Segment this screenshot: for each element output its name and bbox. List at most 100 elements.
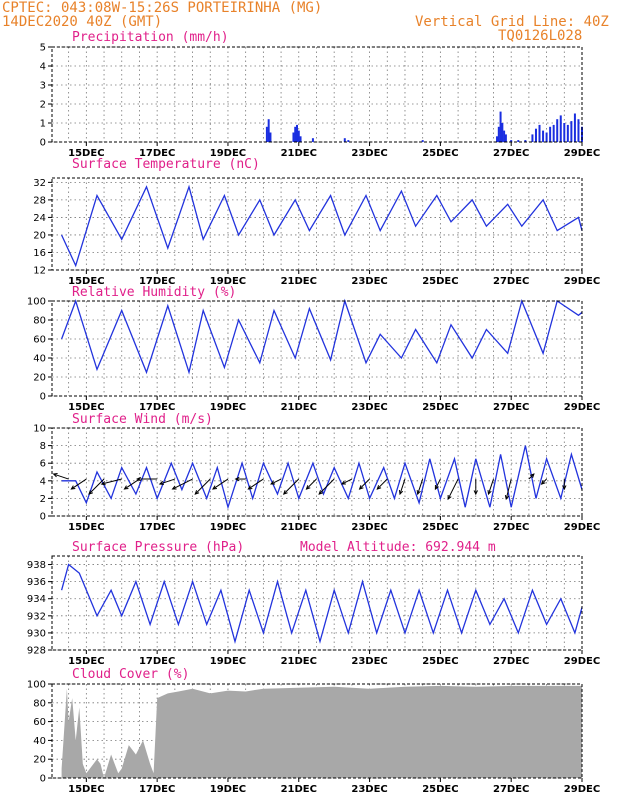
xtick-label: 23DEC — [351, 148, 387, 159]
xtick-label: 29DEC — [564, 148, 600, 159]
xtick-label: 15DEC — [68, 276, 104, 287]
cloud-area — [61, 685, 583, 778]
ytick-label: 60 — [33, 717, 46, 728]
series-line — [61, 184, 583, 268]
precip-bar — [552, 124, 555, 142]
panel-title: Precipitation (mm/h) — [72, 30, 229, 45]
wind-vector-head — [540, 480, 546, 485]
ytick-label: 60 — [33, 335, 46, 346]
xtick-label: 29DEC — [564, 402, 600, 413]
wind-vector-head — [212, 485, 217, 490]
precip-bar — [269, 132, 272, 142]
xtick-label: 29DEC — [564, 522, 600, 533]
xtick-label: 21DEC — [281, 148, 317, 159]
wind-vector — [283, 478, 300, 495]
wind-vector-head — [100, 481, 106, 486]
ytick-label: 934 — [27, 594, 46, 605]
header-station: CPTEC: 043:08W-15:26S PORTEIRINHA (MG) — [2, 0, 322, 16]
ytick-label: 12 — [33, 266, 46, 277]
precip-bar — [517, 140, 520, 142]
precip-bar — [566, 124, 569, 142]
wind-vector — [194, 478, 211, 495]
panel-frame — [51, 46, 583, 143]
precip-bar — [299, 136, 302, 142]
wind-vector-head — [123, 485, 129, 490]
precip-bar — [267, 119, 270, 142]
precip-bar — [421, 140, 424, 142]
wind-vector — [306, 478, 317, 490]
precip-bar — [531, 134, 534, 142]
ytick-label: 24 — [33, 213, 46, 224]
xtick-label: 15DEC — [68, 148, 104, 159]
xtick-label: 25DEC — [422, 276, 458, 287]
precip-bar — [311, 138, 314, 142]
ytick-label: 1 — [40, 119, 46, 130]
precip-bar — [292, 132, 295, 142]
precip-bar — [499, 111, 502, 142]
xtick-label: 29DEC — [564, 276, 600, 287]
xtick-label: 27DEC — [493, 656, 529, 667]
xtick-label: 19DEC — [210, 276, 246, 287]
wind-vector-head — [194, 490, 200, 495]
ytick-label: 6 — [40, 459, 46, 470]
ytick-label: 8 — [40, 441, 46, 452]
panel-4: Surface Pressure (hPa) Model Altitude: 69… — [27, 540, 600, 667]
xtick-label: 17DEC — [139, 276, 175, 287]
xtick-label: 27DEC — [493, 784, 529, 795]
panel-title: Surface Pressure (hPa) — [72, 540, 244, 555]
panel-frame — [51, 555, 583, 651]
wind-vector-head — [434, 485, 439, 491]
ytick-label: 2 — [40, 100, 46, 111]
wind-vector — [318, 478, 335, 495]
ytick-label: 5 — [40, 43, 46, 54]
precip-bar — [294, 126, 297, 142]
wind-vector-head — [358, 485, 364, 490]
wind-vector — [172, 478, 193, 490]
wind-vector — [447, 478, 459, 500]
precip-bar — [570, 121, 573, 142]
panel-frame — [51, 427, 583, 517]
precip-bar — [524, 140, 527, 142]
wind-vector — [399, 478, 406, 495]
wind-vector-head — [504, 495, 510, 501]
xtick-label: 25DEC — [422, 784, 458, 795]
wind-vector-head — [340, 480, 346, 485]
wind-vector — [248, 478, 264, 490]
ytick-label: 936 — [27, 577, 46, 588]
wind-vector — [488, 478, 494, 495]
ytick-label: 80 — [33, 316, 46, 327]
precip-bar — [343, 138, 346, 142]
xtick-label: 15DEC — [68, 522, 104, 533]
ytick-label: 0 — [40, 512, 46, 523]
ytick-label: 4 — [40, 62, 46, 73]
xtick-label: 21DEC — [281, 522, 317, 533]
precip-bar — [559, 115, 562, 142]
precip-bar — [295, 124, 298, 142]
wind-vector-head — [158, 480, 164, 486]
wind-vector-head — [318, 490, 324, 495]
xtick-label: 23DEC — [351, 784, 387, 795]
wind-vector-head — [171, 485, 177, 490]
precip-bar — [556, 119, 559, 142]
xtick-label: 29DEC — [564, 784, 600, 795]
wind-vector-head — [473, 490, 478, 496]
ytick-label: 938 — [27, 560, 46, 571]
ytick-label: 80 — [33, 698, 46, 709]
ytick-label: 0 — [40, 138, 46, 149]
panel-2: Relative Humidity (%) 0 20 40 60 80 100 15DEC 17… — [27, 285, 600, 413]
wind-vector-head — [376, 485, 382, 490]
series-line — [60, 563, 583, 644]
ytick-label: 32 — [33, 178, 46, 189]
panel-title: Relative Humidity (%) — [72, 285, 236, 300]
xtick-label: 19DEC — [210, 522, 246, 533]
xtick-label: 23DEC — [351, 276, 387, 287]
xtick-label: 19DEC — [210, 784, 246, 795]
ytick-label: 28 — [33, 195, 46, 206]
ytick-label: 0 — [40, 774, 46, 785]
ytick-label: 40 — [33, 736, 46, 747]
wind-vector — [212, 478, 229, 490]
ytick-label: 928 — [27, 646, 46, 657]
ytick-label: 20 — [33, 230, 46, 241]
wind-vector — [270, 478, 282, 485]
xtick-label: 17DEC — [139, 402, 175, 413]
